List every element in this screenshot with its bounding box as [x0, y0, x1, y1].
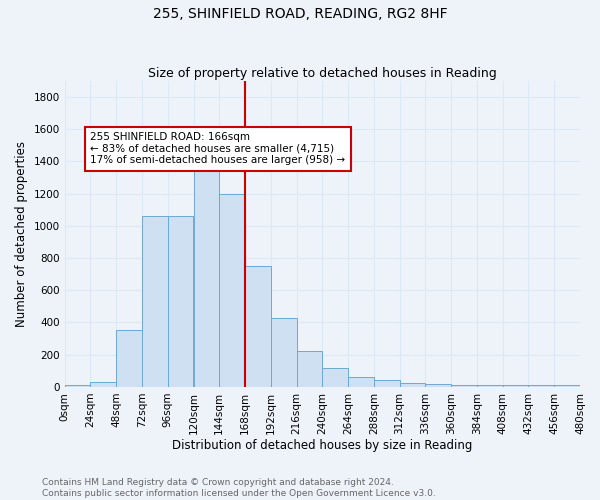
Text: 255, SHINFIELD ROAD, READING, RG2 8HF: 255, SHINFIELD ROAD, READING, RG2 8HF	[152, 8, 448, 22]
Bar	[374, 380, 400, 387]
Bar	[219, 194, 245, 387]
X-axis label: Distribution of detached houses by size in Reading: Distribution of detached houses by size …	[172, 440, 473, 452]
Bar	[142, 216, 168, 387]
Bar	[451, 384, 477, 387]
Bar	[296, 352, 322, 387]
Title: Size of property relative to detached houses in Reading: Size of property relative to detached ho…	[148, 66, 497, 80]
Bar	[322, 368, 348, 387]
Bar	[554, 386, 580, 387]
Bar	[529, 386, 554, 387]
Bar	[245, 266, 271, 387]
Bar	[348, 378, 374, 387]
Bar	[168, 216, 193, 387]
Bar	[91, 382, 116, 387]
Bar	[425, 384, 451, 387]
Bar	[477, 384, 503, 387]
Text: 255 SHINFIELD ROAD: 166sqm
← 83% of detached houses are smaller (4,715)
17% of s: 255 SHINFIELD ROAD: 166sqm ← 83% of deta…	[91, 132, 346, 166]
Bar	[400, 383, 425, 387]
Y-axis label: Number of detached properties: Number of detached properties	[15, 141, 28, 327]
Bar	[65, 384, 91, 387]
Bar	[116, 330, 142, 387]
Bar	[503, 386, 529, 387]
Bar	[271, 318, 296, 387]
Text: Contains HM Land Registry data © Crown copyright and database right 2024.
Contai: Contains HM Land Registry data © Crown c…	[42, 478, 436, 498]
Bar	[193, 152, 219, 387]
